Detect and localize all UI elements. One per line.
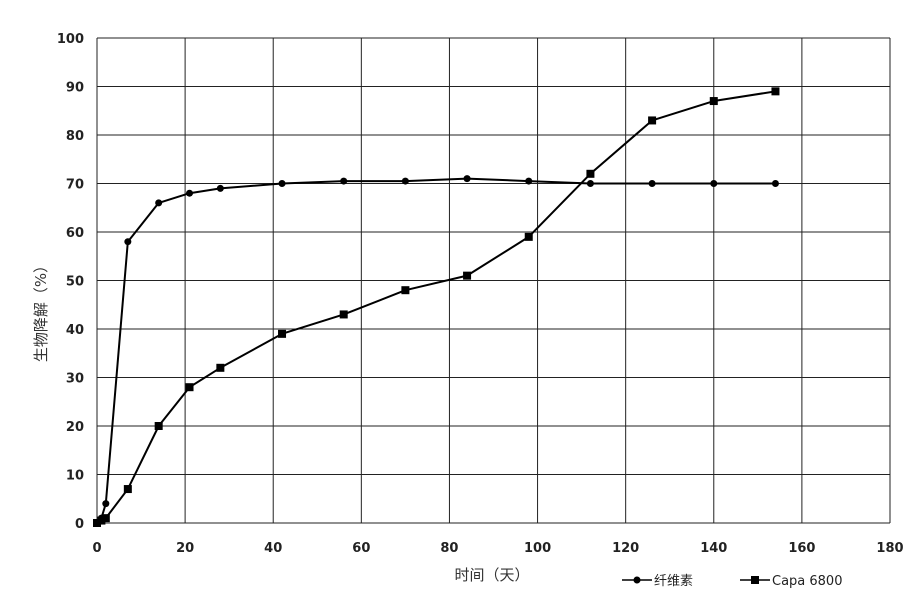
x-tick-label: 0 <box>92 541 101 556</box>
series-line <box>96 177 776 524</box>
data-point <box>339 310 348 319</box>
data-point <box>216 184 224 192</box>
x-tick-label: 40 <box>264 541 282 556</box>
y-tick-label: 80 <box>66 129 84 144</box>
data-point <box>154 422 163 430</box>
y-tick-label: 40 <box>66 323 84 338</box>
data-point <box>648 116 657 125</box>
series-line <box>96 90 776 524</box>
x-tick-label: 20 <box>176 541 194 556</box>
x-tick-label: 80 <box>440 541 458 556</box>
x-tick-label: 180 <box>876 541 903 556</box>
y-tick-labels: 0 10 20 30 40 50 60 70 80 90 100 <box>57 32 84 532</box>
data-point <box>97 516 106 525</box>
legend-label: Capa 6800 <box>772 574 842 589</box>
data-point <box>185 383 194 392</box>
data-point <box>771 180 779 187</box>
x-tick-label: 120 <box>612 541 639 556</box>
x-axis-title: 时间（天） <box>454 566 529 584</box>
data-point <box>155 199 163 207</box>
data-point <box>586 180 594 187</box>
x-tick-label: 140 <box>700 541 727 556</box>
data-point <box>123 485 132 494</box>
series-0 <box>93 175 779 527</box>
data-point <box>401 177 409 185</box>
y-tick-label: 90 <box>66 81 84 96</box>
series-1 <box>93 87 780 527</box>
y-tick-label: 70 <box>66 178 84 193</box>
data-point <box>463 271 472 280</box>
y-axis-title: 生物降解（%） <box>32 258 50 362</box>
data-point <box>216 363 225 372</box>
y-tick-label: 50 <box>66 275 84 290</box>
x-tick-label: 100 <box>524 541 551 556</box>
y-tick-label: 10 <box>66 469 84 484</box>
y-tick-label: 60 <box>66 226 84 241</box>
legend-marker <box>751 576 759 584</box>
legend-label: 纤维素 <box>654 574 693 589</box>
series-layer <box>93 87 780 527</box>
grid <box>96 37 891 524</box>
y-tick-label: 20 <box>66 420 84 435</box>
x-tick-label: 60 <box>352 541 370 556</box>
legend-item: Capa 6800 <box>740 574 842 589</box>
legend: 纤维素 Capa 6800 <box>622 574 842 589</box>
x-tick-label: 160 <box>788 541 815 556</box>
data-point <box>278 329 287 338</box>
y-tick-label: 30 <box>66 372 84 387</box>
data-point <box>771 87 780 96</box>
legend-marker <box>633 576 641 584</box>
data-point <box>93 519 101 527</box>
data-point <box>124 238 132 246</box>
y-tick-label: 100 <box>57 32 84 47</box>
data-point <box>710 180 718 187</box>
data-point <box>648 180 656 187</box>
y-tick-label: 0 <box>75 517 84 532</box>
data-point <box>401 286 410 295</box>
data-point <box>101 514 110 523</box>
data-point <box>102 500 110 508</box>
data-point <box>524 232 533 241</box>
data-point <box>186 189 194 197</box>
data-point <box>586 169 595 178</box>
data-point <box>709 97 718 106</box>
data-point <box>340 177 348 185</box>
legend-item: 纤维素 <box>622 574 693 589</box>
data-point <box>278 180 286 187</box>
data-point <box>525 177 533 185</box>
x-tick-labels: 0 20 40 60 80 100 120 140 160 180 <box>92 541 903 556</box>
data-point <box>463 175 471 183</box>
